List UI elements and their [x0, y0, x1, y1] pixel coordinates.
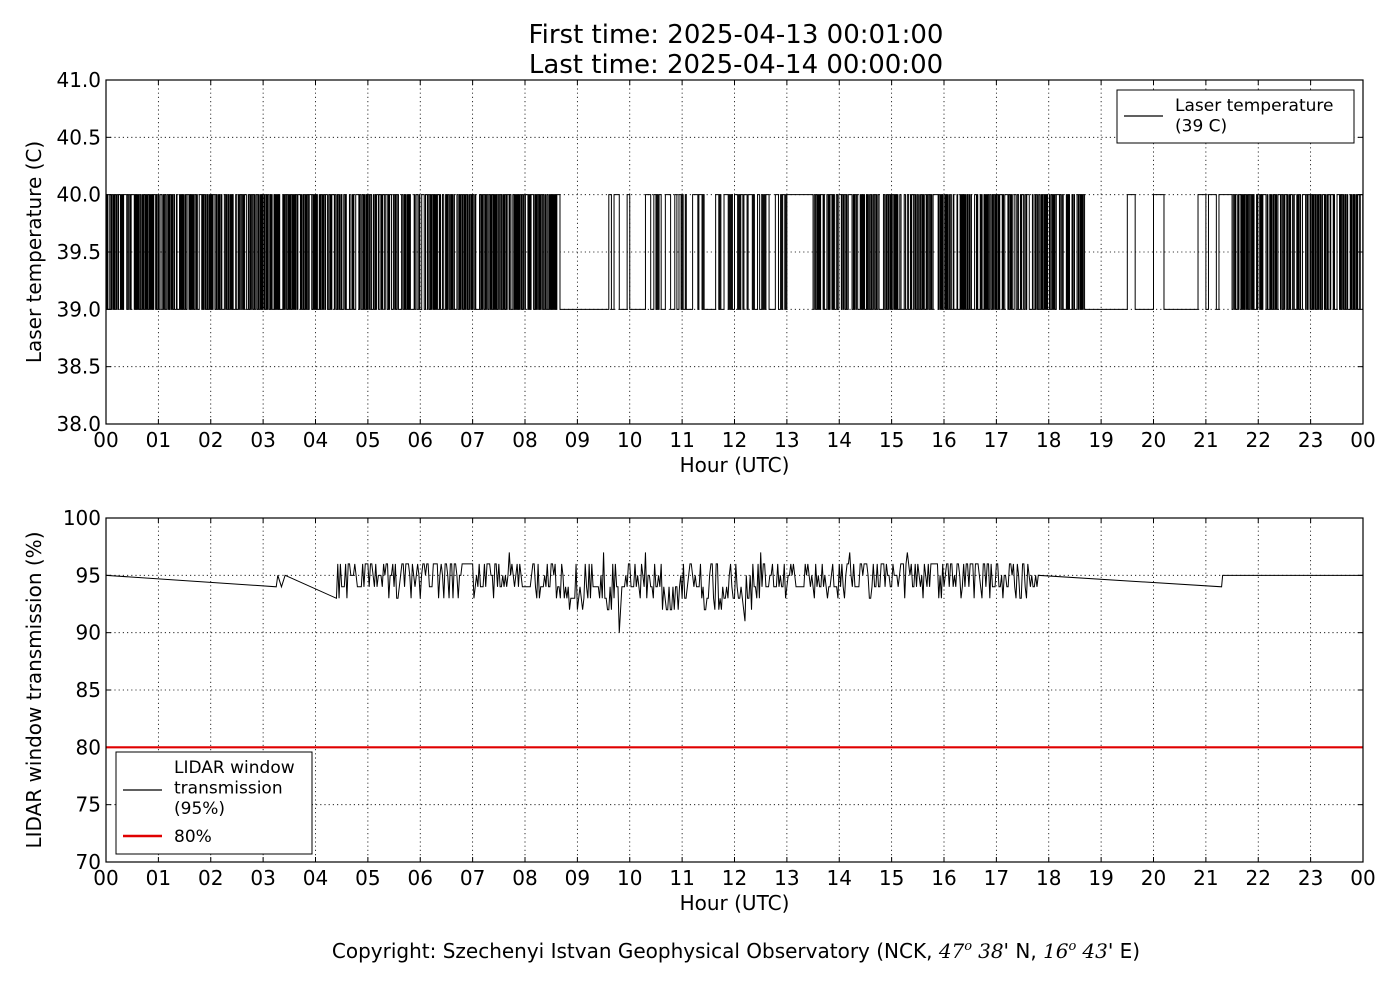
lidar-transmission-series-line	[105, 552, 1363, 633]
x-tick-label: 04	[303, 866, 328, 890]
legend-label: Laser temperature	[1175, 96, 1333, 116]
y-tick-label: 39.0	[56, 297, 101, 321]
x-tick-label: 09	[565, 866, 590, 890]
legend-label: (95%)	[174, 799, 225, 819]
x-tick-label: 07	[460, 866, 485, 890]
x-tick-label: 14	[827, 866, 852, 890]
x-tick-label: 00	[93, 428, 118, 452]
x-tick-label: 00	[1350, 428, 1375, 452]
plot-frame	[105, 79, 1364, 425]
y-tick-label: 40.0	[56, 183, 101, 207]
y-tick-label: 40.5	[56, 125, 101, 149]
x-tick-label: 04	[303, 428, 328, 452]
laser-temperature-panel: 00 01 02 03 04 05 06 07 08 09 10 11 12 13 14 15 16 17 18 19…	[22, 68, 1376, 477]
y-tick-label: 85	[76, 678, 101, 702]
x-tick-label: 22	[1246, 428, 1271, 452]
x-tick-label: 19	[1088, 428, 1113, 452]
x-tick-label: 16	[931, 428, 956, 452]
y-tick-label: 38.0	[56, 412, 101, 436]
x-tick-label: 11	[669, 428, 694, 452]
x-tick-label: 11	[669, 866, 694, 890]
x-axis-label: Hour (UTC)	[680, 453, 790, 477]
y-tick-label: 41.0	[56, 68, 101, 92]
x-tick-label: 23	[1298, 428, 1323, 452]
x-tick-label: 18	[1036, 866, 1061, 890]
x-tick-label: 10	[617, 428, 642, 452]
lidar-transmission-panel: 00 01 02 03 04 05 06 07 08 09 10 11 12 13 14 15 16 17 18 19…	[22, 506, 1376, 915]
laser-temperature-series-line	[105, 194, 1364, 310]
x-tick-label: 03	[250, 866, 275, 890]
x-tick-label: 15	[879, 428, 904, 452]
x-tick-label: 01	[146, 428, 171, 452]
footer-lon-suffix: ' E)	[1108, 939, 1140, 963]
y-tick-label: 38.5	[56, 355, 101, 379]
x-tick-label: 05	[355, 428, 380, 452]
y-tick-label: 80	[76, 735, 101, 759]
x-tick-label: 10	[617, 866, 642, 890]
x-tick-label: 05	[355, 866, 380, 890]
x-tick-label: 19	[1088, 866, 1113, 890]
x-axis-label: Hour (UTC)	[680, 891, 790, 915]
y-tick-label: 95	[76, 563, 101, 587]
x-tick-label: 14	[827, 428, 852, 452]
y-axis-label: Laser temperature (C)	[22, 141, 46, 363]
x-tick-label: 21	[1193, 866, 1218, 890]
x-tick-label: 07	[460, 428, 485, 452]
x-tick-label: 17	[984, 428, 1009, 452]
x-tick-label: 00	[93, 866, 118, 890]
copyright-footer: Copyright: Szechenyi Istvan Geophysical …	[332, 939, 1140, 963]
x-tick-label: 16	[931, 866, 956, 890]
x-tick-label: 20	[1141, 866, 1166, 890]
y-tick-label: 75	[76, 793, 101, 817]
footer-prefix: Copyright: Szechenyi Istvan Geophysical …	[332, 939, 939, 963]
x-tick-label: 13	[774, 428, 799, 452]
legend-label: (39 C)	[1175, 117, 1227, 137]
x-tick-label: 23	[1298, 866, 1323, 890]
x-tick-label: 22	[1246, 866, 1271, 890]
y-axis-label: LIDAR window transmission (%)	[22, 532, 46, 849]
y-tick-label: 90	[76, 621, 101, 645]
x-tick-label: 02	[198, 866, 223, 890]
legend-label: LIDAR window	[174, 758, 295, 778]
x-tick-label: 00	[1350, 866, 1375, 890]
figure-title-line-2: Last time: 2025-04-14 00:00:00	[529, 50, 943, 80]
x-tick-label: 08	[512, 866, 537, 890]
plot-frame	[105, 517, 1364, 863]
x-tick-label: 02	[198, 428, 223, 452]
x-tick-label: 03	[250, 428, 275, 452]
x-tick-label: 15	[879, 866, 904, 890]
footer-lon-deg: 16	[1043, 939, 1069, 963]
x-tick-label: 01	[146, 866, 171, 890]
x-tick-label: 21	[1193, 428, 1218, 452]
y-tick-label: 39.5	[56, 240, 101, 264]
x-tick-label: 08	[512, 428, 537, 452]
footer-lat-min: 38	[978, 939, 1003, 963]
footer-lat-deg-mark: o	[964, 939, 972, 954]
x-tick-label: 17	[984, 866, 1009, 890]
figure-title-line-1: First time: 2025-04-13 00:01:00	[529, 20, 944, 50]
x-tick-label: 09	[565, 428, 590, 452]
footer-lat-suffix: ' N,	[1004, 939, 1044, 963]
x-tick-label: 12	[722, 866, 747, 890]
legend-label: transmission	[174, 779, 283, 799]
y-tick-label: 100	[63, 506, 101, 530]
y-tick-label: 70	[76, 850, 101, 874]
x-tick-label: 18	[1036, 428, 1061, 452]
x-tick-label: 12	[722, 428, 747, 452]
x-tick-label: 13	[774, 866, 799, 890]
legend-label: 80%	[174, 827, 212, 847]
footer-lon-min: 43	[1081, 939, 1107, 963]
x-tick-label: 20	[1141, 428, 1166, 452]
x-tick-label: 06	[408, 428, 433, 452]
x-tick-label: 06	[408, 866, 433, 890]
footer-lat-deg: 47	[938, 939, 965, 963]
grid-lines	[106, 80, 1363, 424]
footer-lon-deg-mark: o	[1069, 939, 1077, 954]
